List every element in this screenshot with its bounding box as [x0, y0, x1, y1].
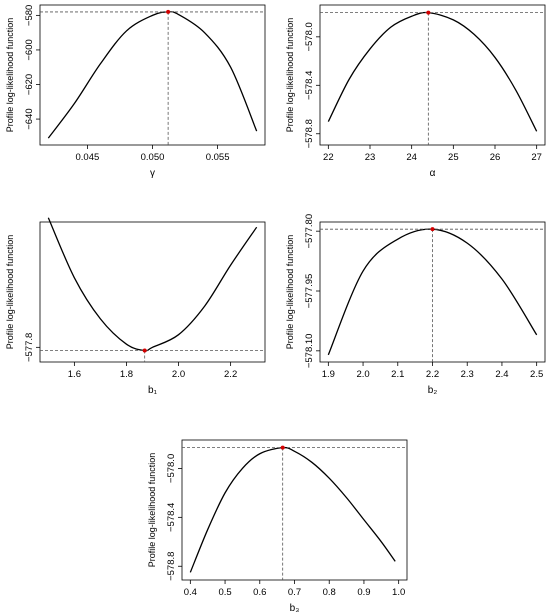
panel-1: 0.045 0.050 0.055 −640 −620 −600 −580 γ Profile …: [5, 4, 266, 179]
y-tick-label: −578.8: [304, 119, 315, 148]
plot-frame: [319, 4, 546, 146]
y-tick-label: −578.4: [166, 503, 177, 532]
x-tick-label: 0.7: [288, 587, 301, 598]
x-tick-label: 2.4: [495, 369, 508, 380]
x-tick-label: 24: [406, 152, 417, 163]
panel-4: 1.9 2.0 2.1 2.2 2.3 2.4 2.5 −578.10 −577.95 −577.…: [285, 214, 546, 396]
x-tick-label: 0.9: [357, 587, 370, 598]
y-tick-label: −578.8: [166, 552, 177, 581]
x-tick-label: 0.8: [323, 587, 336, 598]
x-axis-label: b₂: [428, 385, 438, 396]
y-tick-label: −578.10: [304, 334, 315, 369]
plot-frame: [181, 439, 408, 581]
optimum-point: [142, 348, 147, 353]
y-axis-label: Profile log-likelihood function: [285, 18, 295, 133]
likelihood-curve: [189, 446, 396, 573]
x-tick-label: 27: [531, 152, 542, 163]
y-axis-label: Profile log-likelihood function: [285, 235, 295, 350]
x-tick-label: 0.055: [206, 152, 230, 163]
x-axis-label: α: [430, 168, 436, 179]
likelihood-curve: [47, 11, 258, 139]
optimum-point: [166, 9, 171, 14]
x-tick-label: 1.8: [120, 369, 133, 380]
x-tick-label: 2.1: [391, 369, 404, 380]
panel-3: 1.6 1.8 2.0 2.2 −577.8 b₁ Profile log-likeliho…: [5, 217, 266, 396]
x-tick-label: 2.0: [172, 369, 185, 380]
optimum-point: [280, 445, 285, 450]
x-tick-label: 23: [365, 152, 376, 163]
y-tick-label: −600: [24, 39, 35, 60]
plot-frame: [39, 4, 266, 146]
plot-frame: [39, 221, 266, 363]
y-tick-label: −578.4: [304, 71, 315, 100]
x-tick-label: 0.5: [218, 587, 231, 598]
y-tick-label: −577.8: [24, 333, 35, 362]
y-tick-label: −620: [24, 74, 35, 95]
likelihood-curve: [47, 217, 258, 352]
panel-2: 22 23 24 25 26 27 −578.8 −578.4 −578.0 α Profile l…: [285, 4, 546, 179]
x-tick-label: 2.2: [426, 369, 439, 380]
y-tick-label: −578.0: [304, 22, 315, 51]
optimum-point: [426, 10, 431, 15]
x-tick-label: 0.050: [141, 152, 165, 163]
y-tick-label: −577.95: [304, 274, 315, 309]
x-tick-label: 0.6: [253, 587, 266, 598]
y-tick-label: −578.0: [166, 454, 177, 483]
x-tick-label: 2.0: [356, 369, 369, 380]
y-axis-label: Profile log-likelihood function: [147, 453, 157, 568]
likelihood-curve: [327, 11, 538, 132]
x-tick-label: 1.9: [322, 369, 335, 380]
panel-5: 0.4 0.5 0.6 0.7 0.8 0.9 1.0 −578.8 −578.4 −578.0 b…: [147, 439, 408, 614]
x-tick-label: 22: [323, 152, 334, 163]
x-tick-label: 2.2: [224, 369, 237, 380]
x-tick-label: 1.0: [392, 587, 405, 598]
x-tick-label: 25: [448, 152, 459, 163]
x-tick-label: 2.5: [530, 369, 543, 380]
optimum-point: [430, 227, 435, 232]
x-tick-label: 0.045: [76, 152, 100, 163]
x-tick-label: 1.6: [68, 369, 81, 380]
y-tick-label: −577.80: [304, 214, 315, 249]
x-tick-label: 26: [490, 152, 501, 163]
x-tick-label: 0.4: [184, 587, 197, 598]
y-tick-label: −640: [24, 108, 35, 129]
y-axis-label: Profile log-likelihood function: [5, 18, 15, 133]
y-tick-label: −580: [24, 5, 35, 26]
x-tick-label: 2.3: [461, 369, 474, 380]
y-axis-label: Profile log-likelihood function: [5, 235, 15, 350]
x-axis-label: b₃: [290, 603, 300, 614]
x-axis-label: b₁: [148, 385, 158, 396]
x-axis-label: γ: [150, 168, 155, 179]
